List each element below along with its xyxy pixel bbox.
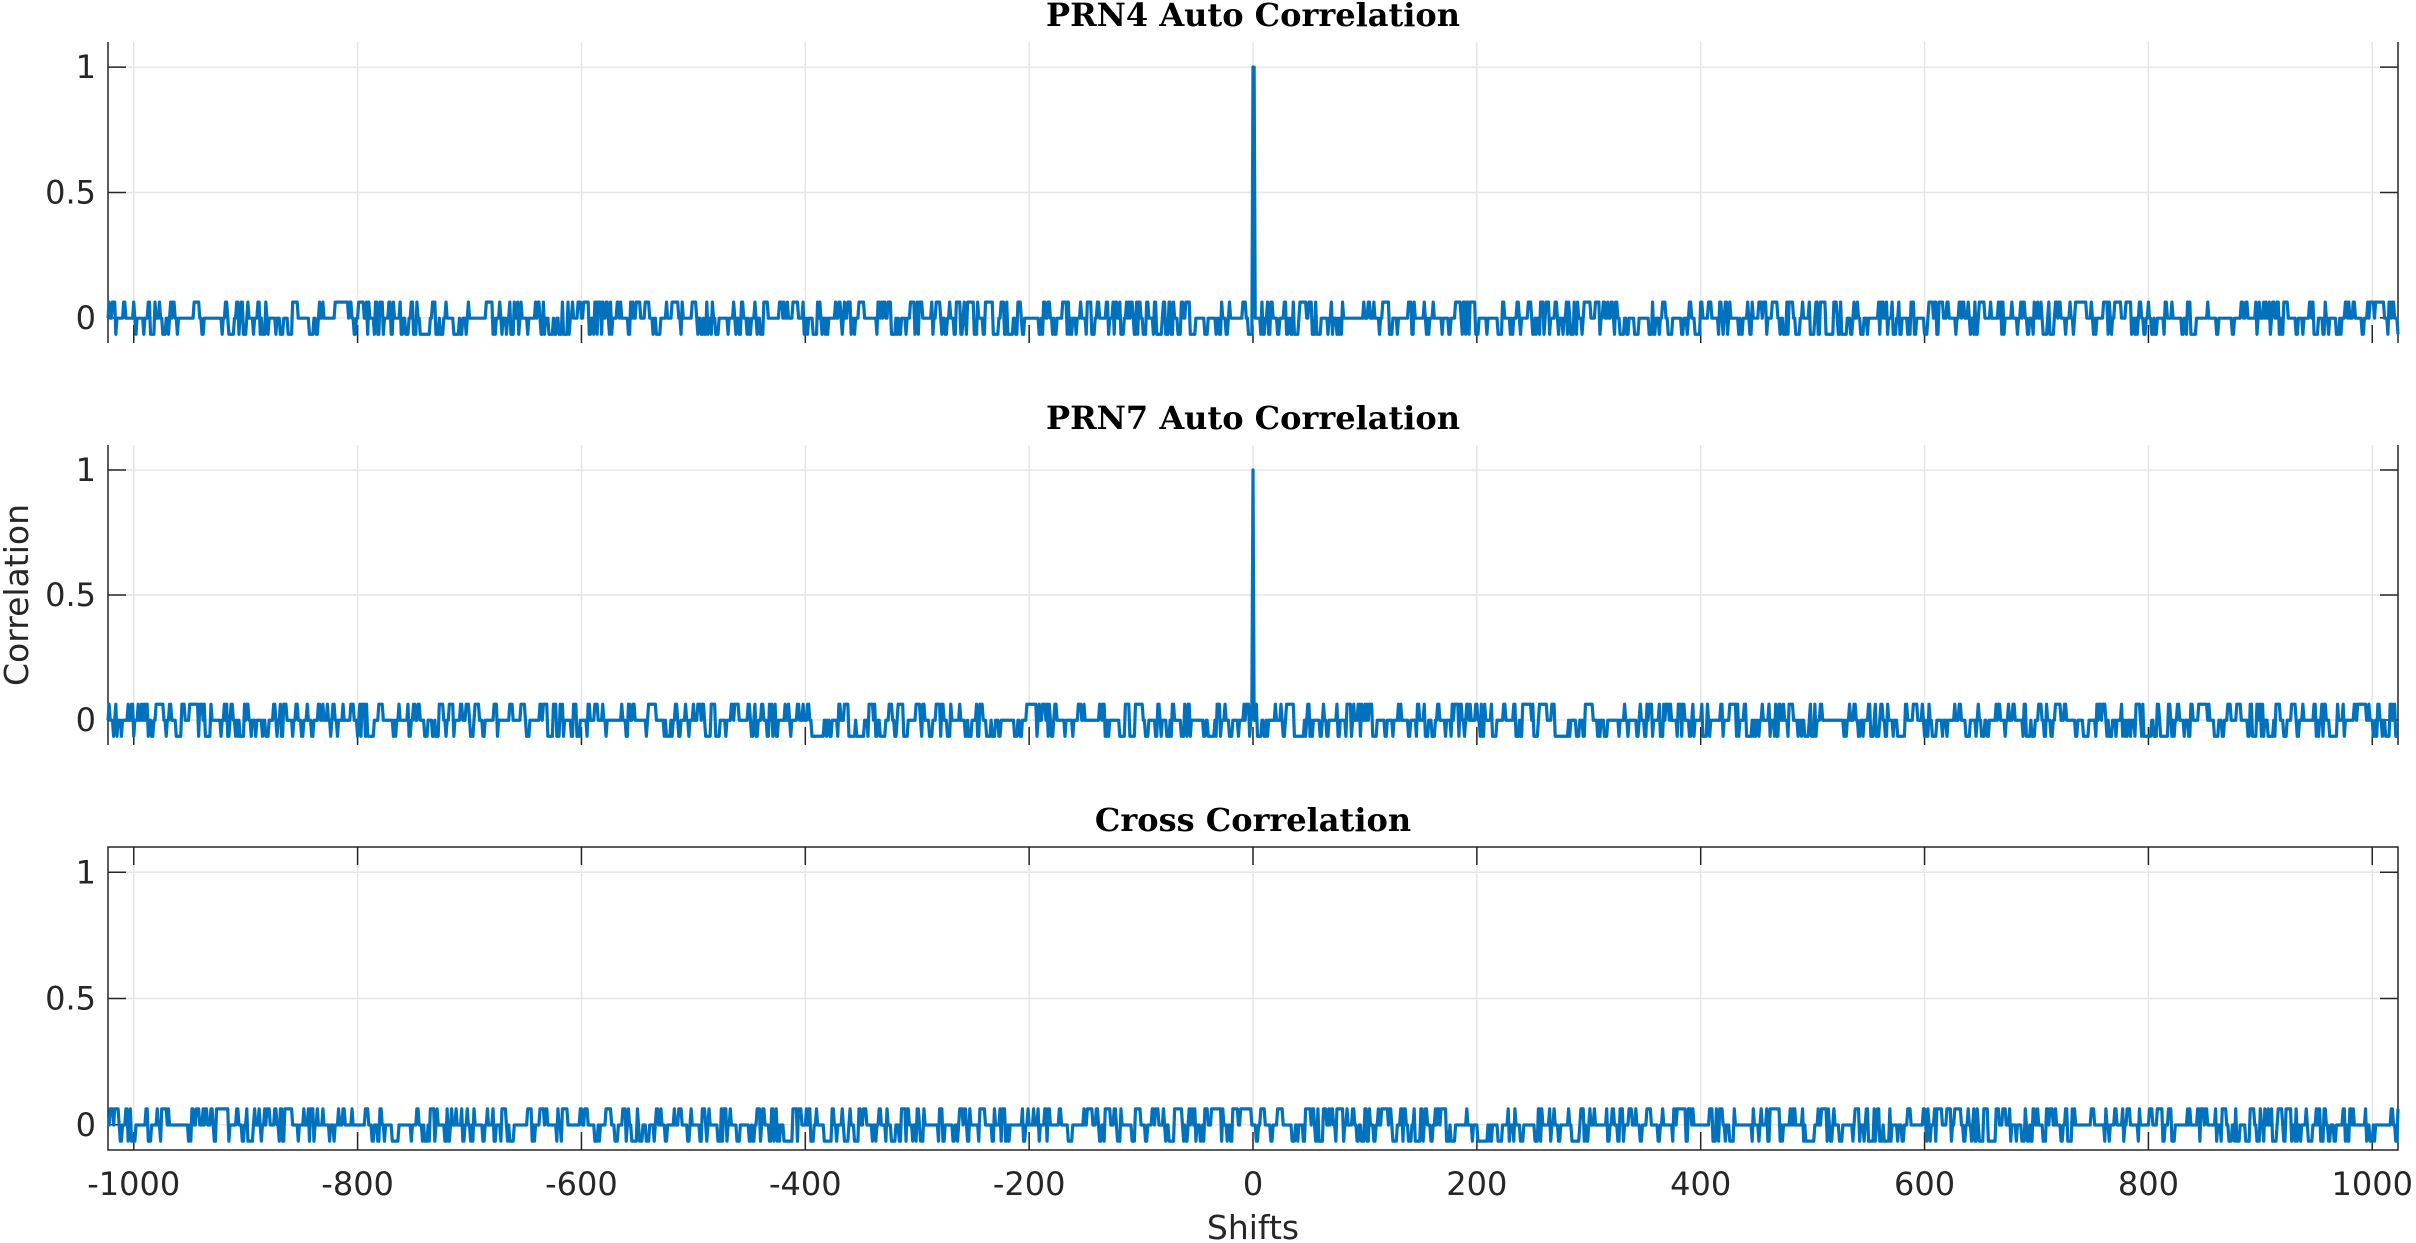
x-tick-label: 0 (1243, 1165, 1263, 1203)
x-tick-label: 200 (1446, 1165, 1507, 1203)
x-tick-label: 800 (2118, 1165, 2179, 1203)
x-tick-label: -800 (321, 1165, 394, 1203)
crosscorrelation-line (107, 1107, 2400, 1143)
x-axis-label: Shifts (1207, 1208, 1299, 1243)
ticks: 0 0.5 1 -1000 -800 -600 -400 -200 0 200 400 600 800 1… (45, 847, 2413, 1203)
x-tick-label: -200 (993, 1165, 1066, 1203)
panel-title: PRN7 Auto Correlation (1046, 399, 1460, 437)
ticks: 00.51 (45, 451, 2398, 745)
ticks: 00.51 (45, 48, 2398, 343)
y-tick-label: 1 (76, 853, 96, 891)
y-tick-label: 0.5 (45, 576, 96, 614)
x-tick-label: -600 (545, 1165, 618, 1203)
panel-cross: Cross Correlation 0 0.5 1 -1000 -800 -600 -400… (45, 801, 2413, 1203)
y-tick-label: 1 (76, 451, 96, 489)
autocorrelation-line (106, 468, 2399, 738)
panel-prn7: PRN7 Auto Correlation 00.51 (45, 399, 2399, 745)
y-axis-label: Correlation (0, 504, 36, 686)
y-tick-label: 1 (76, 48, 96, 86)
x-tick-label: 600 (1894, 1165, 1955, 1203)
panel-title: PRN4 Auto Correlation (1046, 0, 1460, 34)
x-tick-label: -400 (769, 1165, 842, 1203)
panel-title: Cross Correlation (1095, 801, 1411, 839)
autocorrelation-line (106, 65, 2400, 336)
y-tick-label: 0.5 (45, 980, 96, 1018)
y-tick-label: 0 (76, 299, 96, 337)
x-tick-label: -1000 (87, 1165, 180, 1203)
panel-prn4: PRN4 Auto Correlation 00.51 (45, 0, 2400, 343)
y-tick-label: 0 (76, 1106, 96, 1144)
y-tick-label: 0 (76, 701, 96, 739)
grid (108, 847, 2398, 1150)
y-tick-label: 0.5 (45, 174, 96, 212)
x-tick-label: 1000 (2332, 1165, 2413, 1203)
x-tick-label: 400 (1670, 1165, 1731, 1203)
